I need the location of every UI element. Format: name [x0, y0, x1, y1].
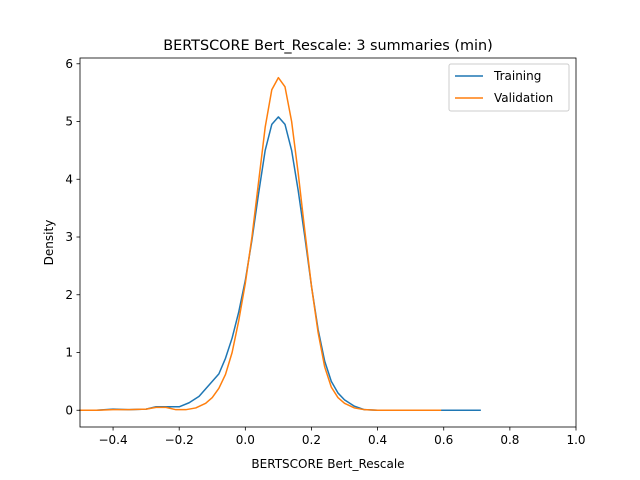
y-tick-label: 3	[65, 230, 73, 244]
x-tick-label: 0.0	[236, 433, 255, 447]
legend-label-validation: Validation	[494, 91, 553, 105]
plot-lines	[79, 76, 481, 411]
x-tick-label: −0.2	[165, 433, 194, 447]
series-line-validation	[79, 76, 442, 411]
legend: Training Validation	[448, 63, 570, 112]
x-tick-label: 1.0	[566, 433, 585, 447]
y-tick-label: 1	[65, 346, 73, 360]
x-tick-label: 0.8	[500, 433, 519, 447]
legend-label-training: Training	[493, 69, 541, 83]
x-axis-label: BERTSCORE Bert_Rescale	[251, 457, 404, 471]
chart-title: BERTSCORE Bert_Rescale: 3 summaries (min…	[163, 38, 492, 54]
x-tick-label: −0.4	[98, 433, 127, 447]
y-tick-label: 2	[65, 288, 73, 302]
series-line-training	[79, 116, 481, 411]
plot-frame	[79, 57, 577, 428]
y-tick-label: 4	[65, 172, 73, 186]
y-axis-ticks: 0 1 2 3 4 5 6	[65, 57, 80, 417]
x-tick-label: 0.2	[302, 433, 321, 447]
y-tick-label: 0	[65, 403, 73, 417]
y-tick-label: 5	[65, 115, 73, 129]
x-tick-label: 0.4	[368, 433, 387, 447]
y-axis-label: Density	[42, 220, 56, 266]
y-tick-label: 6	[65, 57, 73, 71]
x-axis-ticks: −0.4 −0.2 0.0 0.2 0.4 0.6 0.8 1.0	[98, 427, 586, 447]
x-tick-label: 0.6	[434, 433, 453, 447]
